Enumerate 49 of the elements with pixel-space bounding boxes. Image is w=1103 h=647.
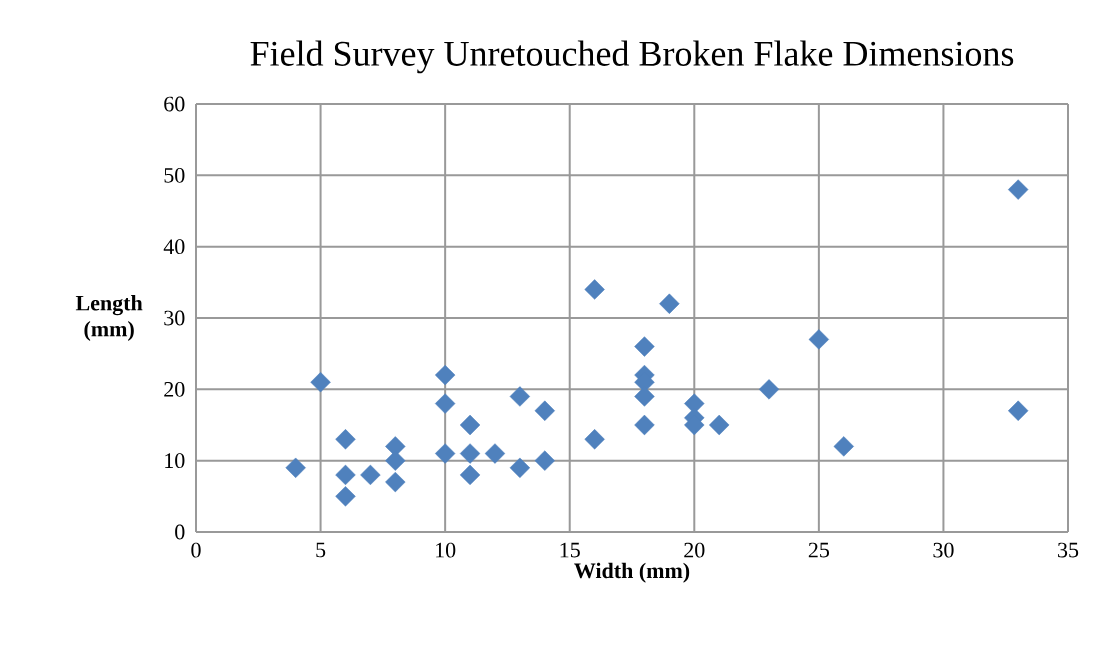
- point: [1008, 179, 1029, 200]
- point: [360, 464, 381, 486]
- y-axis-title: Length (mm): [75, 295, 143, 341]
- x-tick-label: 5: [316, 542, 326, 558]
- point: [434, 364, 456, 386]
- point: [534, 450, 555, 471]
- point: [1008, 400, 1029, 421]
- point: [434, 443, 456, 464]
- point: [434, 393, 456, 414]
- point: [634, 336, 655, 357]
- point: [459, 464, 481, 486]
- x-tick-label: 10: [436, 542, 456, 558]
- point: [659, 293, 680, 314]
- y-tick-label: 60: [164, 96, 185, 112]
- point: [335, 464, 356, 486]
- point: [584, 429, 605, 450]
- point: [335, 429, 356, 450]
- point: [634, 386, 655, 407]
- x-tick-label: 35: [1058, 542, 1079, 558]
- point: [584, 279, 605, 300]
- x-axis-title: Width (mm): [574, 562, 690, 583]
- point: [459, 414, 481, 436]
- point: [833, 436, 854, 457]
- point: [335, 486, 356, 507]
- point: [484, 443, 506, 464]
- point: [385, 450, 406, 471]
- point: [709, 414, 730, 436]
- point: [758, 379, 780, 400]
- x-tick-label: 20: [684, 542, 705, 558]
- point: [634, 414, 655, 436]
- y-tick-label: 0: [175, 524, 185, 540]
- x-tick-label: 0: [191, 542, 201, 558]
- point: [310, 372, 331, 393]
- point: [808, 329, 830, 350]
- x-tick-label: 15: [560, 542, 580, 558]
- point: [509, 457, 531, 478]
- y-tick-label: 50: [164, 167, 185, 183]
- y-tick-label: 10: [165, 453, 185, 469]
- y-tick-label: 30: [164, 310, 185, 326]
- x-tick-label: 30: [933, 542, 954, 558]
- point: [509, 386, 531, 407]
- point: [285, 457, 306, 478]
- point: [459, 443, 481, 464]
- point: [534, 400, 555, 421]
- chart-title: Field Survey Unretouched Broken Flake Dimensions: [250, 40, 1014, 74]
- y-tick-label: 40: [163, 239, 185, 255]
- y-tick-label: 20: [164, 381, 185, 397]
- x-tick-label: 25: [808, 542, 829, 558]
- point: [385, 471, 406, 493]
